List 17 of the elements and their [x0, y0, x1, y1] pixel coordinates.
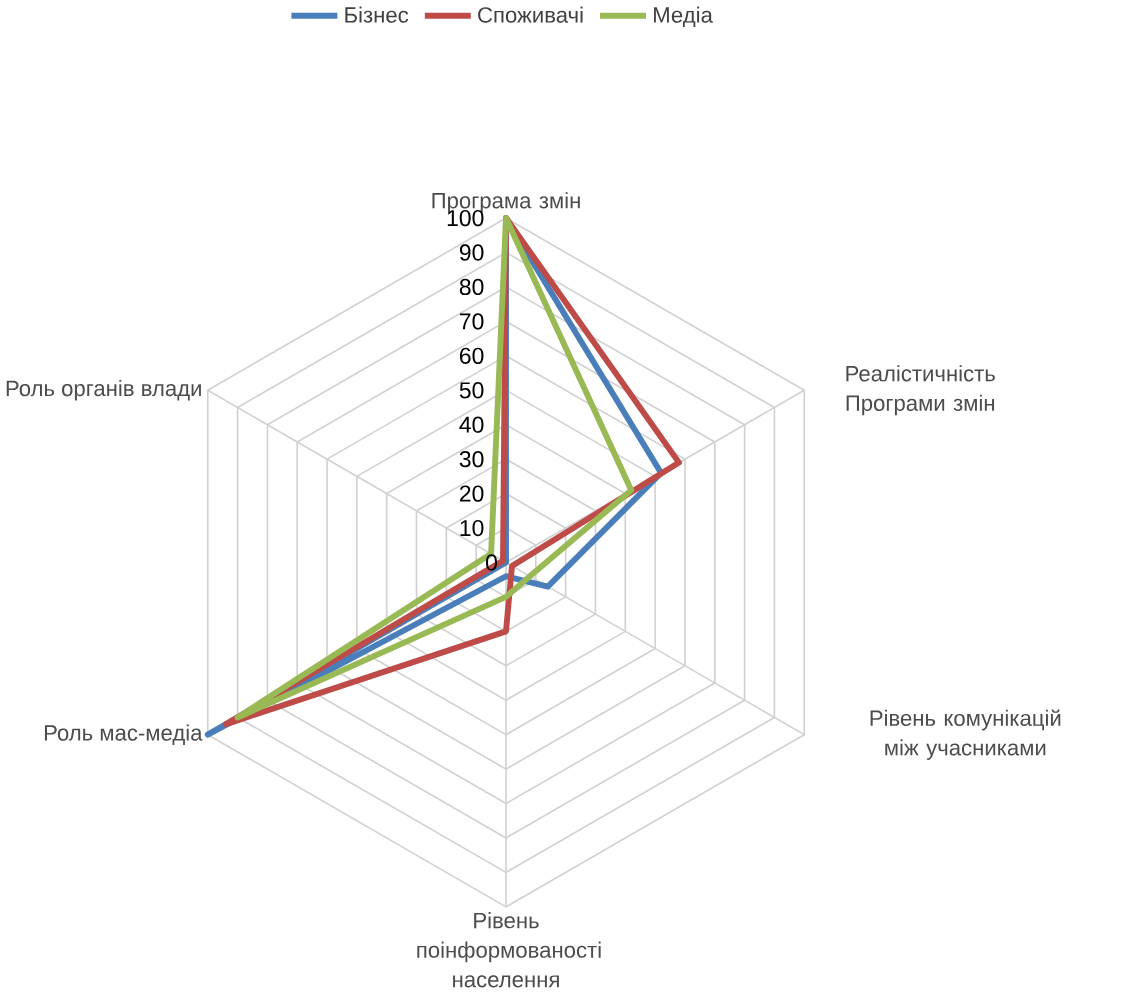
spoke-label: Рівень поінформованості населення	[417, 911, 601, 988]
spoke-label: Роль мас-медіа	[44, 724, 203, 745]
spoke-label: Рівень комунікацій між учасниками	[870, 709, 1061, 760]
legend-label: Бізнес	[345, 6, 409, 23]
y-tick-label: 10	[460, 519, 484, 536]
y-tick-label: 70	[460, 313, 484, 330]
y-tick-label: 20	[459, 485, 484, 502]
spoke-label: Роль органів влади	[6, 379, 201, 401]
legend-label: Споживачі	[478, 6, 583, 23]
y-tick-label: 60	[459, 347, 484, 364]
y-tick-label: 90	[459, 244, 484, 261]
y-tick-label: 80	[459, 278, 484, 295]
y-tick-label: 40	[459, 416, 484, 433]
legend-label: Медіа	[654, 6, 713, 27]
y-tick-label: 30	[459, 450, 484, 468]
spoke-label: Реалістичність Програми змін	[846, 365, 995, 416]
y-tick-label: 50	[459, 381, 484, 399]
